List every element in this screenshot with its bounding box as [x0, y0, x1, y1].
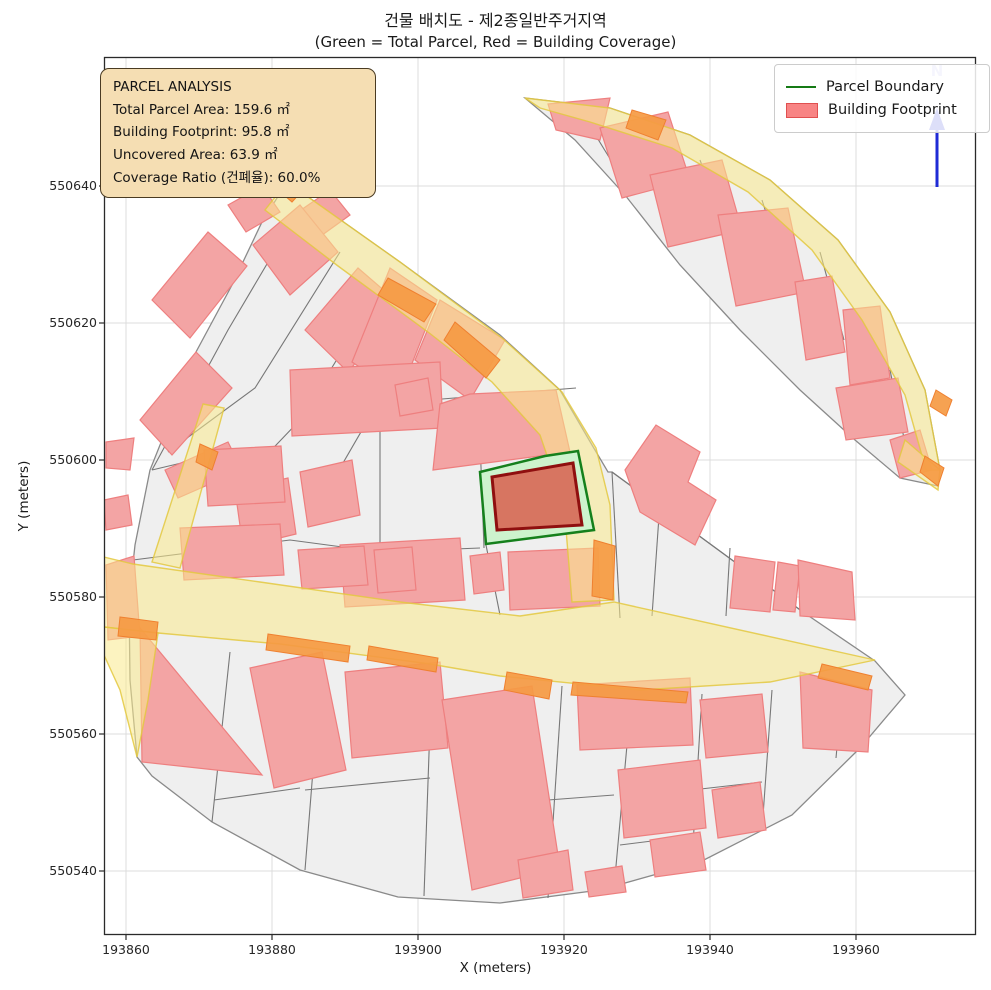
building-footprint: [624, 424, 717, 546]
legend-label: Parcel Boundary: [826, 79, 944, 95]
road-polygon: [264, 181, 615, 603]
analysis-line: Total Parcel Area: 159.6 ㎡: [113, 101, 290, 118]
building-footprint: [203, 445, 286, 507]
parcel-map: [104, 97, 953, 904]
parcel-boundary-line: [213, 787, 301, 801]
road-edge-parcel: [919, 455, 945, 487]
x-axis-label: X (meters): [459, 960, 532, 976]
parcel-boundary-line-swatch: [786, 86, 816, 88]
building-footprint: [772, 561, 801, 613]
road-edge-parcel: [625, 109, 667, 141]
road-edge-parcel: [817, 663, 873, 691]
road-edge-parcel: [377, 277, 437, 323]
building-footprint: [344, 661, 449, 759]
building-footprint: [104, 494, 133, 531]
title-line-1: 건물 배치도 - 제2종일반주거지역: [384, 11, 607, 30]
building-footprint: [151, 231, 248, 339]
building-footprint: [794, 275, 846, 361]
x-tick-label: 193940: [686, 942, 734, 957]
road-edge-parcel: [570, 681, 689, 704]
building-footprint: [469, 551, 505, 595]
parcel-analysis-box: PARCEL ANALYSIS Total Parcel Area: 159.6…: [100, 68, 376, 199]
building-footprint: [299, 459, 361, 528]
legend-item-parcel-boundary: Parcel Boundary: [786, 77, 978, 97]
y-tick-label: 550560: [49, 726, 97, 741]
building-footprint: [617, 759, 707, 839]
x-tick-label: 193920: [540, 942, 588, 957]
building-footprint: [729, 555, 776, 613]
building-footprint: [105, 437, 135, 471]
building-footprint: [394, 377, 434, 417]
building-footprint: [517, 849, 574, 899]
title-line-2: (Green = Total Parcel, Red = Building Co…: [314, 32, 677, 51]
building-footprint: [297, 545, 369, 590]
road-edge-parcel: [591, 539, 616, 601]
x-tick-label: 193860: [102, 942, 150, 957]
analysis-line: Building Footprint: 95.8 ㎡: [113, 124, 290, 141]
x-tick-label: 193960: [832, 942, 880, 957]
highlighted-building: [490, 461, 584, 532]
parcel-boundary-line: [547, 794, 615, 801]
road-polygon: [104, 626, 159, 758]
road-edge-parcel: [503, 671, 553, 700]
chart-title: 건물 배치도 - 제2종일반주거지역 (Green = Total Parcel…: [0, 10, 991, 52]
parcel-boundary-line: [725, 547, 731, 617]
building-footprint: [835, 377, 909, 441]
road-edge-parcel: [929, 389, 953, 417]
y-tick-label: 550640: [49, 178, 97, 193]
building-footprint: [797, 559, 856, 621]
y-tick-label: 550600: [49, 452, 97, 467]
building-footprint: [249, 651, 347, 789]
road-edge-parcel: [117, 616, 159, 641]
building-footprint: [179, 523, 285, 581]
road-polygon: [104, 556, 876, 691]
building-footprint: [649, 831, 707, 878]
building-footprint: [711, 781, 767, 839]
road-edge-parcel: [195, 443, 219, 471]
analysis-line: PARCEL ANALYSIS: [113, 79, 232, 95]
building-footprint: [699, 693, 769, 759]
parcel-boundary-line: [304, 777, 431, 791]
y-tick-label: 550540: [49, 863, 97, 878]
building-footprint: [584, 865, 627, 898]
legend-item-building-footprint: Building Footprint: [786, 100, 978, 120]
road-polygon: [151, 403, 225, 569]
y-tick-label: 550580: [49, 589, 97, 604]
parcel-boundary-line: [611, 471, 621, 619]
analysis-line: Coverage Ratio (건폐율): 60.0%: [113, 169, 321, 186]
building-footprint: [373, 546, 417, 594]
building-footprint-patch-swatch: [786, 102, 818, 118]
legend: Parcel Boundary Building Footprint: [774, 64, 990, 133]
building-footprint: [139, 351, 233, 456]
analysis-line: Uncovered Area: 63.9 ㎡: [113, 147, 278, 164]
road-edge-parcel: [366, 645, 439, 673]
x-tick-label: 193900: [394, 942, 442, 957]
legend-label: Building Footprint: [828, 102, 957, 118]
road-edge-parcel: [265, 633, 351, 663]
x-tick-label: 193880: [248, 942, 296, 957]
plot-frame: [103, 56, 977, 936]
y-tick-label: 550620: [49, 315, 97, 330]
axes-spines: [103, 56, 977, 936]
road-edge-parcel: [443, 321, 501, 379]
